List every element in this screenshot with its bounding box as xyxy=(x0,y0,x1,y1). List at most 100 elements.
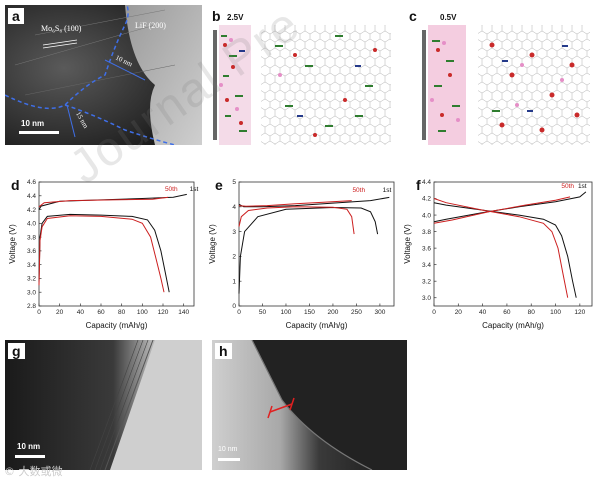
annotation-lif: LiF (200) xyxy=(135,21,166,30)
simulation-graphic-c xyxy=(422,25,590,145)
series-label: 1st xyxy=(383,187,392,194)
panel-e-label: e xyxy=(215,177,223,193)
y-tick-label: 2.8 xyxy=(27,303,36,310)
y-tick-label: 4.2 xyxy=(422,196,431,203)
x-axis-label: Capacity (mAh/g) xyxy=(286,321,348,330)
x-axis-label: Capacity (mAh/g) xyxy=(482,321,544,330)
series-label: 50th xyxy=(352,187,365,194)
x-tick-label: 50 xyxy=(259,309,267,316)
panel-d-chart: 0 20 40 60 80 100 120 140 2.8 3.0 3.2 3.4 3.6 3.8 4.0 4… xyxy=(5,172,200,332)
panel-f-chart: 0 20 40 60 80 100 120 3.0 3.2 3.4 3.6 3.8 4.0 4.2 4.4 C… xyxy=(400,172,598,332)
series-line-fiftieth-cycle xyxy=(238,206,355,235)
panel-c-simulation: c 0.5V xyxy=(402,5,595,145)
y-tick-label: 4 xyxy=(232,204,236,211)
x-tick-label: 40 xyxy=(479,309,487,316)
chart-e-svg: 0 50 100 150 200 250 300 0 1 2 3 4 5 Capacity (mAh/g)… xyxy=(208,179,395,330)
series-line-fiftieth-cycle xyxy=(38,215,165,293)
y-tick-label: 4.0 xyxy=(422,212,431,219)
panel-g-scalebar-label: 10 nm xyxy=(17,442,41,451)
y-tick-label: 4.6 xyxy=(27,179,36,186)
series-label: 1st xyxy=(578,183,587,190)
x-tick-label: 60 xyxy=(503,309,511,316)
panel-a-scalebar-label: 10 nm xyxy=(21,119,45,128)
panel-g-tem-image: g 10 nm xyxy=(5,340,202,470)
series-line-fiftieth-cycle xyxy=(433,196,571,224)
panel-e-chart: 0 50 100 150 200 250 300 0 1 2 3 4 5 Capacity (mAh/g)… xyxy=(205,172,400,332)
x-tick-label: 20 xyxy=(455,309,463,316)
series-line-first-cycle xyxy=(433,202,577,298)
series-line-first-cycle xyxy=(38,193,187,210)
y-tick-label: 4.0 xyxy=(27,221,36,228)
x-tick-label: 120 xyxy=(158,309,169,316)
panel-c-voltage: 0.5V xyxy=(440,13,457,22)
chart-d-svg: 0 20 40 60 80 100 120 140 2.8 3.0 3.2 3.4 3.6 3.8 4.0 4… xyxy=(8,179,199,330)
panel-b-simulation: b 2.5V xyxy=(205,5,395,145)
y-tick-label: 3.0 xyxy=(27,289,36,296)
plot-frame xyxy=(433,181,593,307)
tem-texture xyxy=(5,5,202,145)
x-tick-label: 120 xyxy=(574,309,585,316)
series-line-fiftieth-cycle xyxy=(38,196,169,208)
panel-b-label: b xyxy=(212,8,221,24)
panel-d-label: d xyxy=(11,177,20,193)
panel-h-scalebar-label: 10 nm xyxy=(218,446,238,453)
y-tick-label: 0 xyxy=(232,303,236,310)
y-tick-label: 3.6 xyxy=(27,248,36,255)
x-tick-label: 150 xyxy=(304,309,315,316)
plot-frame xyxy=(38,181,195,307)
x-tick-label: 100 xyxy=(137,309,148,316)
tem-texture-h xyxy=(212,340,407,470)
y-tick-label: 3.6 xyxy=(422,245,431,252)
panel-h-label: h xyxy=(215,343,232,359)
x-tick-label: 100 xyxy=(281,309,292,316)
y-tick-label: 4.2 xyxy=(27,207,36,214)
x-tick-label: 0 xyxy=(237,309,241,316)
x-axis-label: Capacity (mAh/g) xyxy=(86,321,148,330)
panel-f-label: f xyxy=(416,177,421,193)
series-line-first-cycle xyxy=(433,191,587,223)
panel-b-voltage: 2.5V xyxy=(227,13,244,22)
plot-frame xyxy=(238,181,395,307)
series-label: 1st xyxy=(190,186,199,193)
panel-a-label: a xyxy=(8,8,24,24)
panel-h-tem-image: h 10 nm xyxy=(212,340,407,470)
x-tick-label: 0 xyxy=(37,309,41,316)
series-line-fiftieth-cycle xyxy=(238,200,352,207)
x-tick-label: 40 xyxy=(77,309,85,316)
y-tick-label: 5 xyxy=(232,179,236,186)
series-line-first-cycle xyxy=(238,196,390,208)
y-tick-label: 4.4 xyxy=(422,179,431,186)
x-tick-label: 200 xyxy=(328,309,339,316)
y-tick-label: 3.8 xyxy=(422,229,431,236)
x-tick-label: 80 xyxy=(528,309,536,316)
x-tick-label: 20 xyxy=(56,309,64,316)
tem-texture-g xyxy=(5,340,202,470)
x-tick-label: 100 xyxy=(550,309,561,316)
chart-f-svg: 0 20 40 60 80 100 120 3.0 3.2 3.4 3.6 3.8 4.0 4.2 4.4 C… xyxy=(403,179,593,330)
y-tick-label: 3.4 xyxy=(27,262,36,269)
y-tick-label: 3 xyxy=(232,229,236,236)
y-tick-label: 3.8 xyxy=(27,234,36,241)
series-label: 50th xyxy=(165,186,178,193)
x-tick-label: 300 xyxy=(374,309,385,316)
x-tick-label: 140 xyxy=(178,309,189,316)
y-tick-label: 2 xyxy=(232,254,236,261)
y-tick-label: 4.4 xyxy=(27,193,36,200)
series-line-first-cycle xyxy=(38,213,170,293)
panel-a-tem-image: a Mo₆S₈ (100) LiF (200) 10 nm 15 nm 10 n… xyxy=(5,5,202,145)
series-label: 50th xyxy=(561,183,574,190)
y-tick-label: 3.0 xyxy=(422,295,431,302)
y-axis-label: Voltage (V) xyxy=(8,224,17,264)
y-tick-label: 3.2 xyxy=(422,278,431,285)
series-line-first-cycle xyxy=(238,206,379,294)
simulation-graphic-b xyxy=(213,25,391,145)
y-tick-label: 3.4 xyxy=(422,262,431,269)
x-tick-label: 0 xyxy=(432,309,436,316)
series-line-fiftieth-cycle xyxy=(433,198,569,298)
panel-c-label: c xyxy=(409,8,417,24)
panel-g-label: g xyxy=(8,343,25,359)
y-tick-label: 3.2 xyxy=(27,276,36,283)
x-tick-label: 80 xyxy=(118,309,126,316)
x-tick-label: 60 xyxy=(97,309,105,316)
y-tick-label: 1 xyxy=(232,278,236,285)
